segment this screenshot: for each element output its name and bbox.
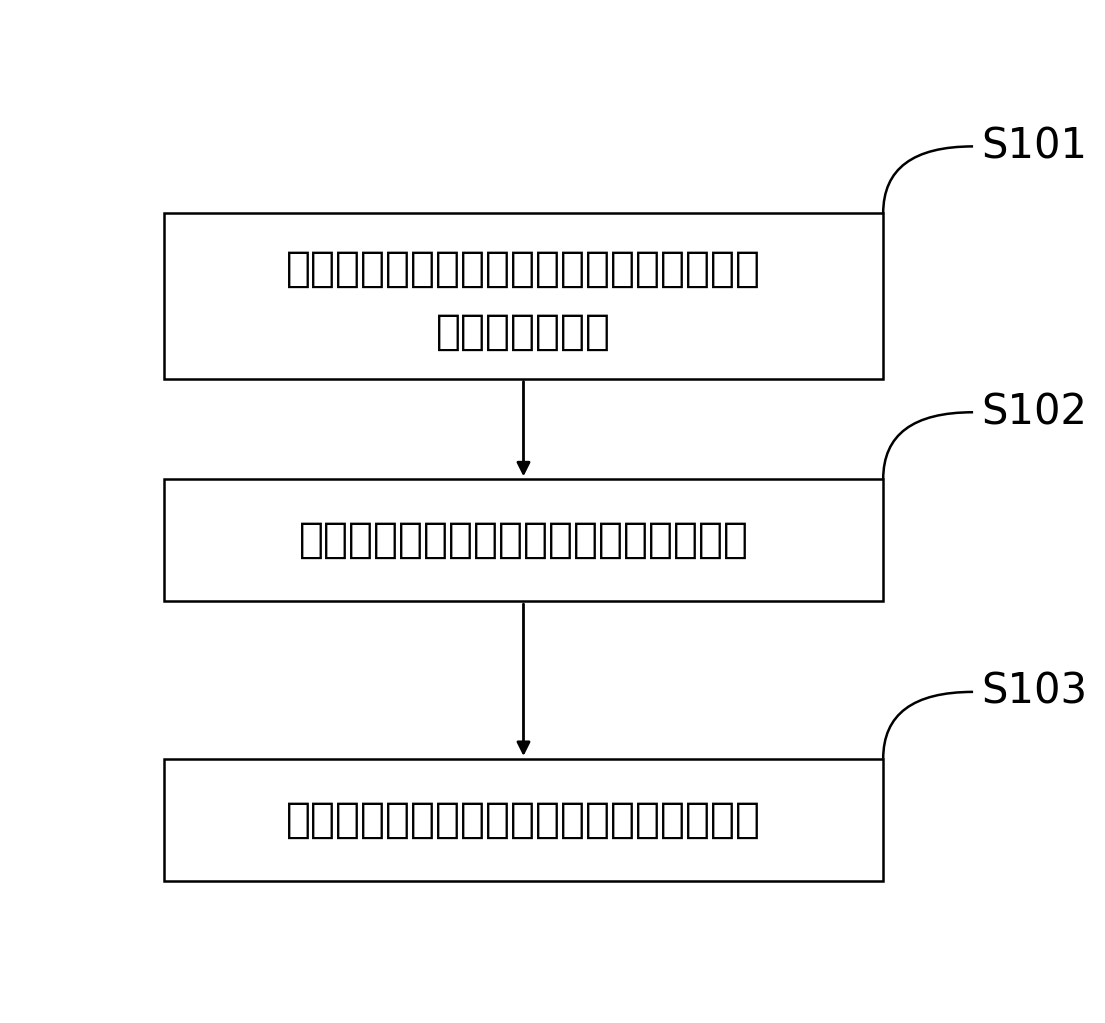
Text: S102: S102	[981, 391, 1087, 434]
FancyBboxPatch shape	[164, 214, 883, 379]
Text: 将去重处理后的数据发送至分布式消息队列: 将去重处理后的数据发送至分布式消息队列	[286, 799, 761, 841]
FancyBboxPatch shape	[164, 759, 883, 881]
Text: S101: S101	[981, 126, 1087, 168]
Text: S103: S103	[981, 671, 1087, 713]
Text: 批量发送的数据: 批量发送的数据	[436, 311, 611, 353]
FancyBboxPatch shape	[164, 479, 883, 602]
Text: 根据数据的防重码，对数据进行去重处理: 根据数据的防重码，对数据进行去重处理	[298, 520, 748, 562]
Text: 基于用户数据报协议，接收自动导引运输车: 基于用户数据报协议，接收自动导引运输车	[286, 248, 761, 290]
